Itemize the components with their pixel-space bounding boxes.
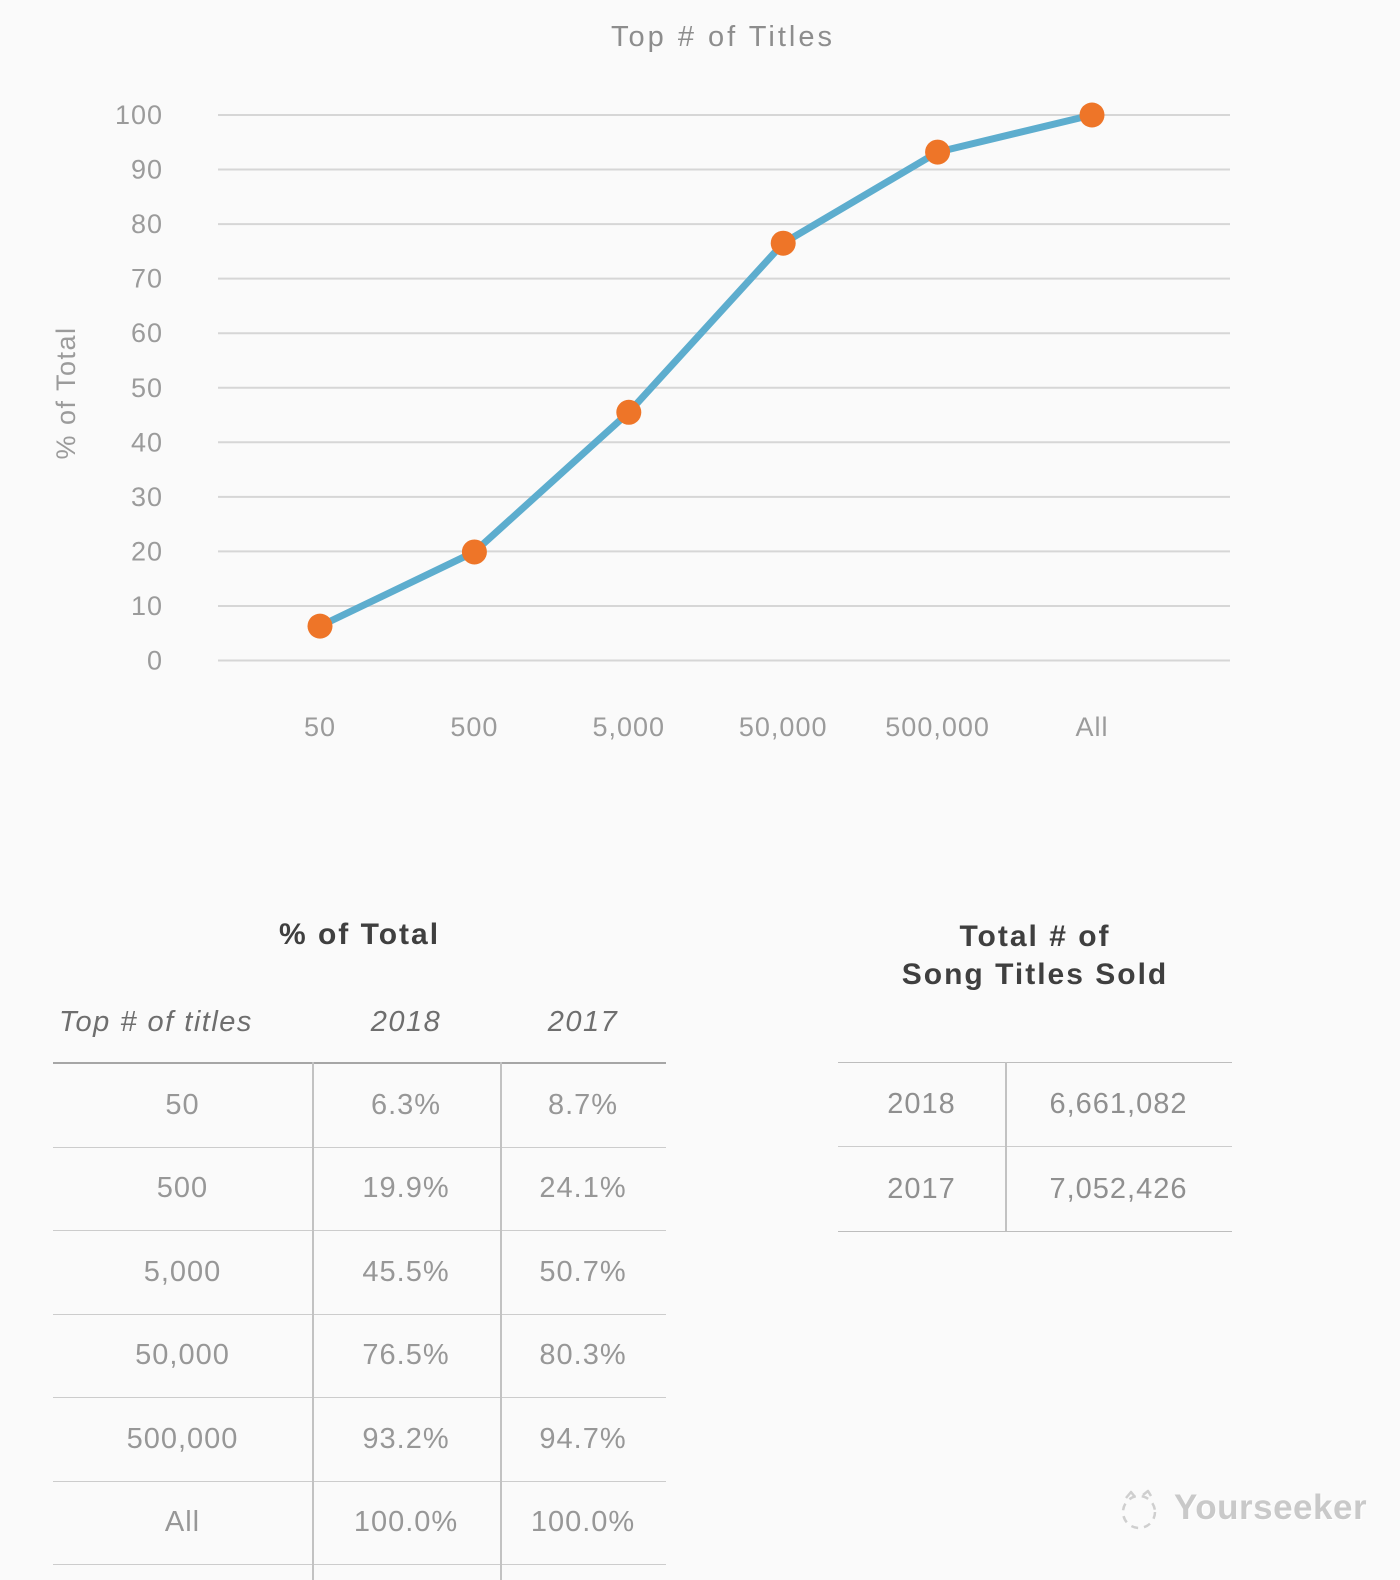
right-table-title-line1: Total # of [959,920,1111,953]
y-tick-label: 0 [147,646,163,676]
table-column-divider [312,1062,314,1580]
total-titles-sold-table: 2018 6,661,082 2017 7,052,426 [838,1062,1232,1232]
titles-line-chart: 0 10 20 30 40 50 60 70 80 90 100 50 500 5,000 50,000 50… [51,21,1230,742]
x-tick-label: 50 [304,712,336,742]
titles-count-cell: 500,000 [53,1398,312,1482]
yourseeker-watermark: Yourseeker [1112,1482,1367,1534]
titles-count-cell: All [53,1482,312,1565]
data-point [616,399,642,425]
y-tick-label: 40 [131,427,163,457]
total-sold-cell: 6,661,082 [1005,1063,1232,1147]
pct-2018-cell: 45.5% [312,1231,500,1315]
x-tick-label: 500,000 [885,712,990,742]
year-cell: 2017 [887,1172,956,1205]
x-tick-label: 50,000 [739,712,828,742]
pct-2018-cell: 19.9% [312,1148,500,1231]
pct-2017-cell: 100.0% [500,1482,666,1565]
y-axis-title: % of Total [51,326,81,459]
data-point [925,139,951,165]
titles-count-cell: 5,000 [53,1231,312,1315]
yourseeker-watermark-text: Yourseeker [1174,1488,1368,1527]
data-point [307,613,333,639]
x-tick-label: 5,000 [593,712,666,742]
y-tick-label: 50 [131,373,163,403]
data-point [770,230,796,256]
pct-2018-cell: 93.2% [312,1398,500,1482]
pct-2018-cell: 76.5% [312,1315,500,1398]
data-point [1079,102,1105,128]
table-column-divider [500,1062,502,1580]
column-header-2018: 2018 [370,1005,442,1038]
y-tick-label: 90 [131,155,163,185]
pct-2017-cell: 50.7% [500,1231,666,1315]
pct-2017-cell: 8.7% [500,1064,666,1148]
y-tick-label: 80 [131,209,163,239]
year-cell: 2018 [838,1063,1005,1147]
y-tick-label: 100 [115,100,163,130]
x-tick-label: 500 [450,712,498,742]
left-table-header-row: Top # of titles 2018 2017 [53,1000,666,1044]
y-tick-label: 60 [131,318,163,348]
total-sold-cell: 7,052,426 [1049,1172,1188,1205]
data-line [316,111,1096,630]
titles-count-cell: 50 [53,1064,312,1148]
table-column-divider [1005,1062,1007,1231]
chart-title: Top # of Titles [611,21,835,53]
data-point [461,539,487,565]
right-table-title: Total # of Song Titles Sold [838,918,1232,994]
pct-2018-cell: 100.0% [312,1482,500,1565]
y-tick-label: 70 [131,264,163,294]
pct-2018-cell: 6.3% [312,1064,500,1148]
column-header-top-titles: Top # of titles [59,1005,253,1038]
pct-2017-cell: 80.3% [500,1315,666,1398]
right-table-title-line2: Song Titles Sold [901,958,1169,991]
x-tick-label: All [1075,712,1108,742]
left-table-title: % of Total [278,918,441,951]
column-header-2017: 2017 [547,1005,619,1038]
pct-2017-cell: 24.1% [500,1148,666,1231]
y-tick-label: 10 [131,591,163,621]
percent-of-total-table: 50 6.3% 8.7% 500 19.9% 24.1% 5,000 45.5%… [53,1062,666,1565]
pct-2017-cell: 94.7% [500,1398,666,1482]
y-tick-label: 30 [131,482,163,512]
titles-count-cell: 500 [53,1148,312,1231]
y-tick-label: 20 [131,536,163,566]
titles-count-cell: 50,000 [53,1315,312,1398]
yourseeker-logo-icon [1121,1489,1157,1530]
